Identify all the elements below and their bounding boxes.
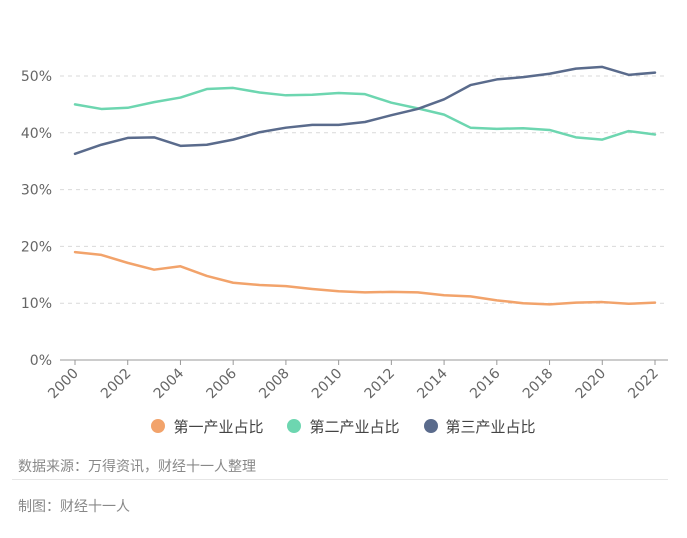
data-source-note: 数据来源：万得资讯，财经十一人整理 <box>18 459 256 475</box>
line-chart: 0% 10% 20% 30% 40% 50% 2000 2002 2004 2006 2008 201… <box>21 65 668 402</box>
y-tick-label: 20% <box>21 239 52 255</box>
y-tick-label: 40% <box>21 126 52 142</box>
x-tick-label: 2002 <box>98 366 135 403</box>
series-line-2 <box>73 65 657 156</box>
y-tick-label: 30% <box>21 183 52 199</box>
legend-item-tertiary[interactable]: 第三产业占比 <box>423 416 536 437</box>
legend-dot-secondary-icon <box>287 419 302 433</box>
legend-item-primary[interactable]: 第一产业占比 <box>151 416 263 437</box>
series-line-1 <box>73 86 657 141</box>
legend-dot-primary-icon <box>151 419 166 433</box>
y-tick-label: 10% <box>21 296 52 312</box>
series-line-0 <box>73 250 657 306</box>
x-tick-label: 2022 <box>625 366 662 403</box>
x-tick-label: 2016 <box>467 365 504 402</box>
x-tick-label: 2018 <box>520 366 557 403</box>
x-tick-label: 2008 <box>256 366 293 403</box>
x-tick-label: 2014 <box>414 365 451 402</box>
x-tick-label: 2006 <box>203 365 240 402</box>
axes: 0% 10% 20% 30% 40% 50% 2000 2002 2004 2006 2008 201… <box>21 69 668 402</box>
legend-label-primary: 第一产业占比 <box>173 417 264 436</box>
y-tick-label: 50% <box>21 69 52 85</box>
footer-divider <box>12 479 668 480</box>
x-tick-label: 2020 <box>573 366 610 403</box>
series-lines <box>73 65 657 306</box>
legend-label-secondary: 第二产业占比 <box>309 417 400 436</box>
legend-item-secondary[interactable]: 第二产业占比 <box>287 416 400 437</box>
x-tick-label: 2000 <box>45 366 82 403</box>
chart-credit: 制图：财经十一人 <box>18 499 130 515</box>
x-tick-label: 2010 <box>309 366 346 403</box>
legend-dot-tertiary-icon <box>423 419 438 433</box>
legend-label-tertiary: 第三产业占比 <box>445 417 536 436</box>
x-tick-label: 2012 <box>362 366 399 403</box>
x-tick-label: 2004 <box>151 365 188 402</box>
legend: 第一产业占比 第二产业占比 第三产业占比 <box>0 414 687 438</box>
y-tick-label: 0% <box>30 353 52 369</box>
